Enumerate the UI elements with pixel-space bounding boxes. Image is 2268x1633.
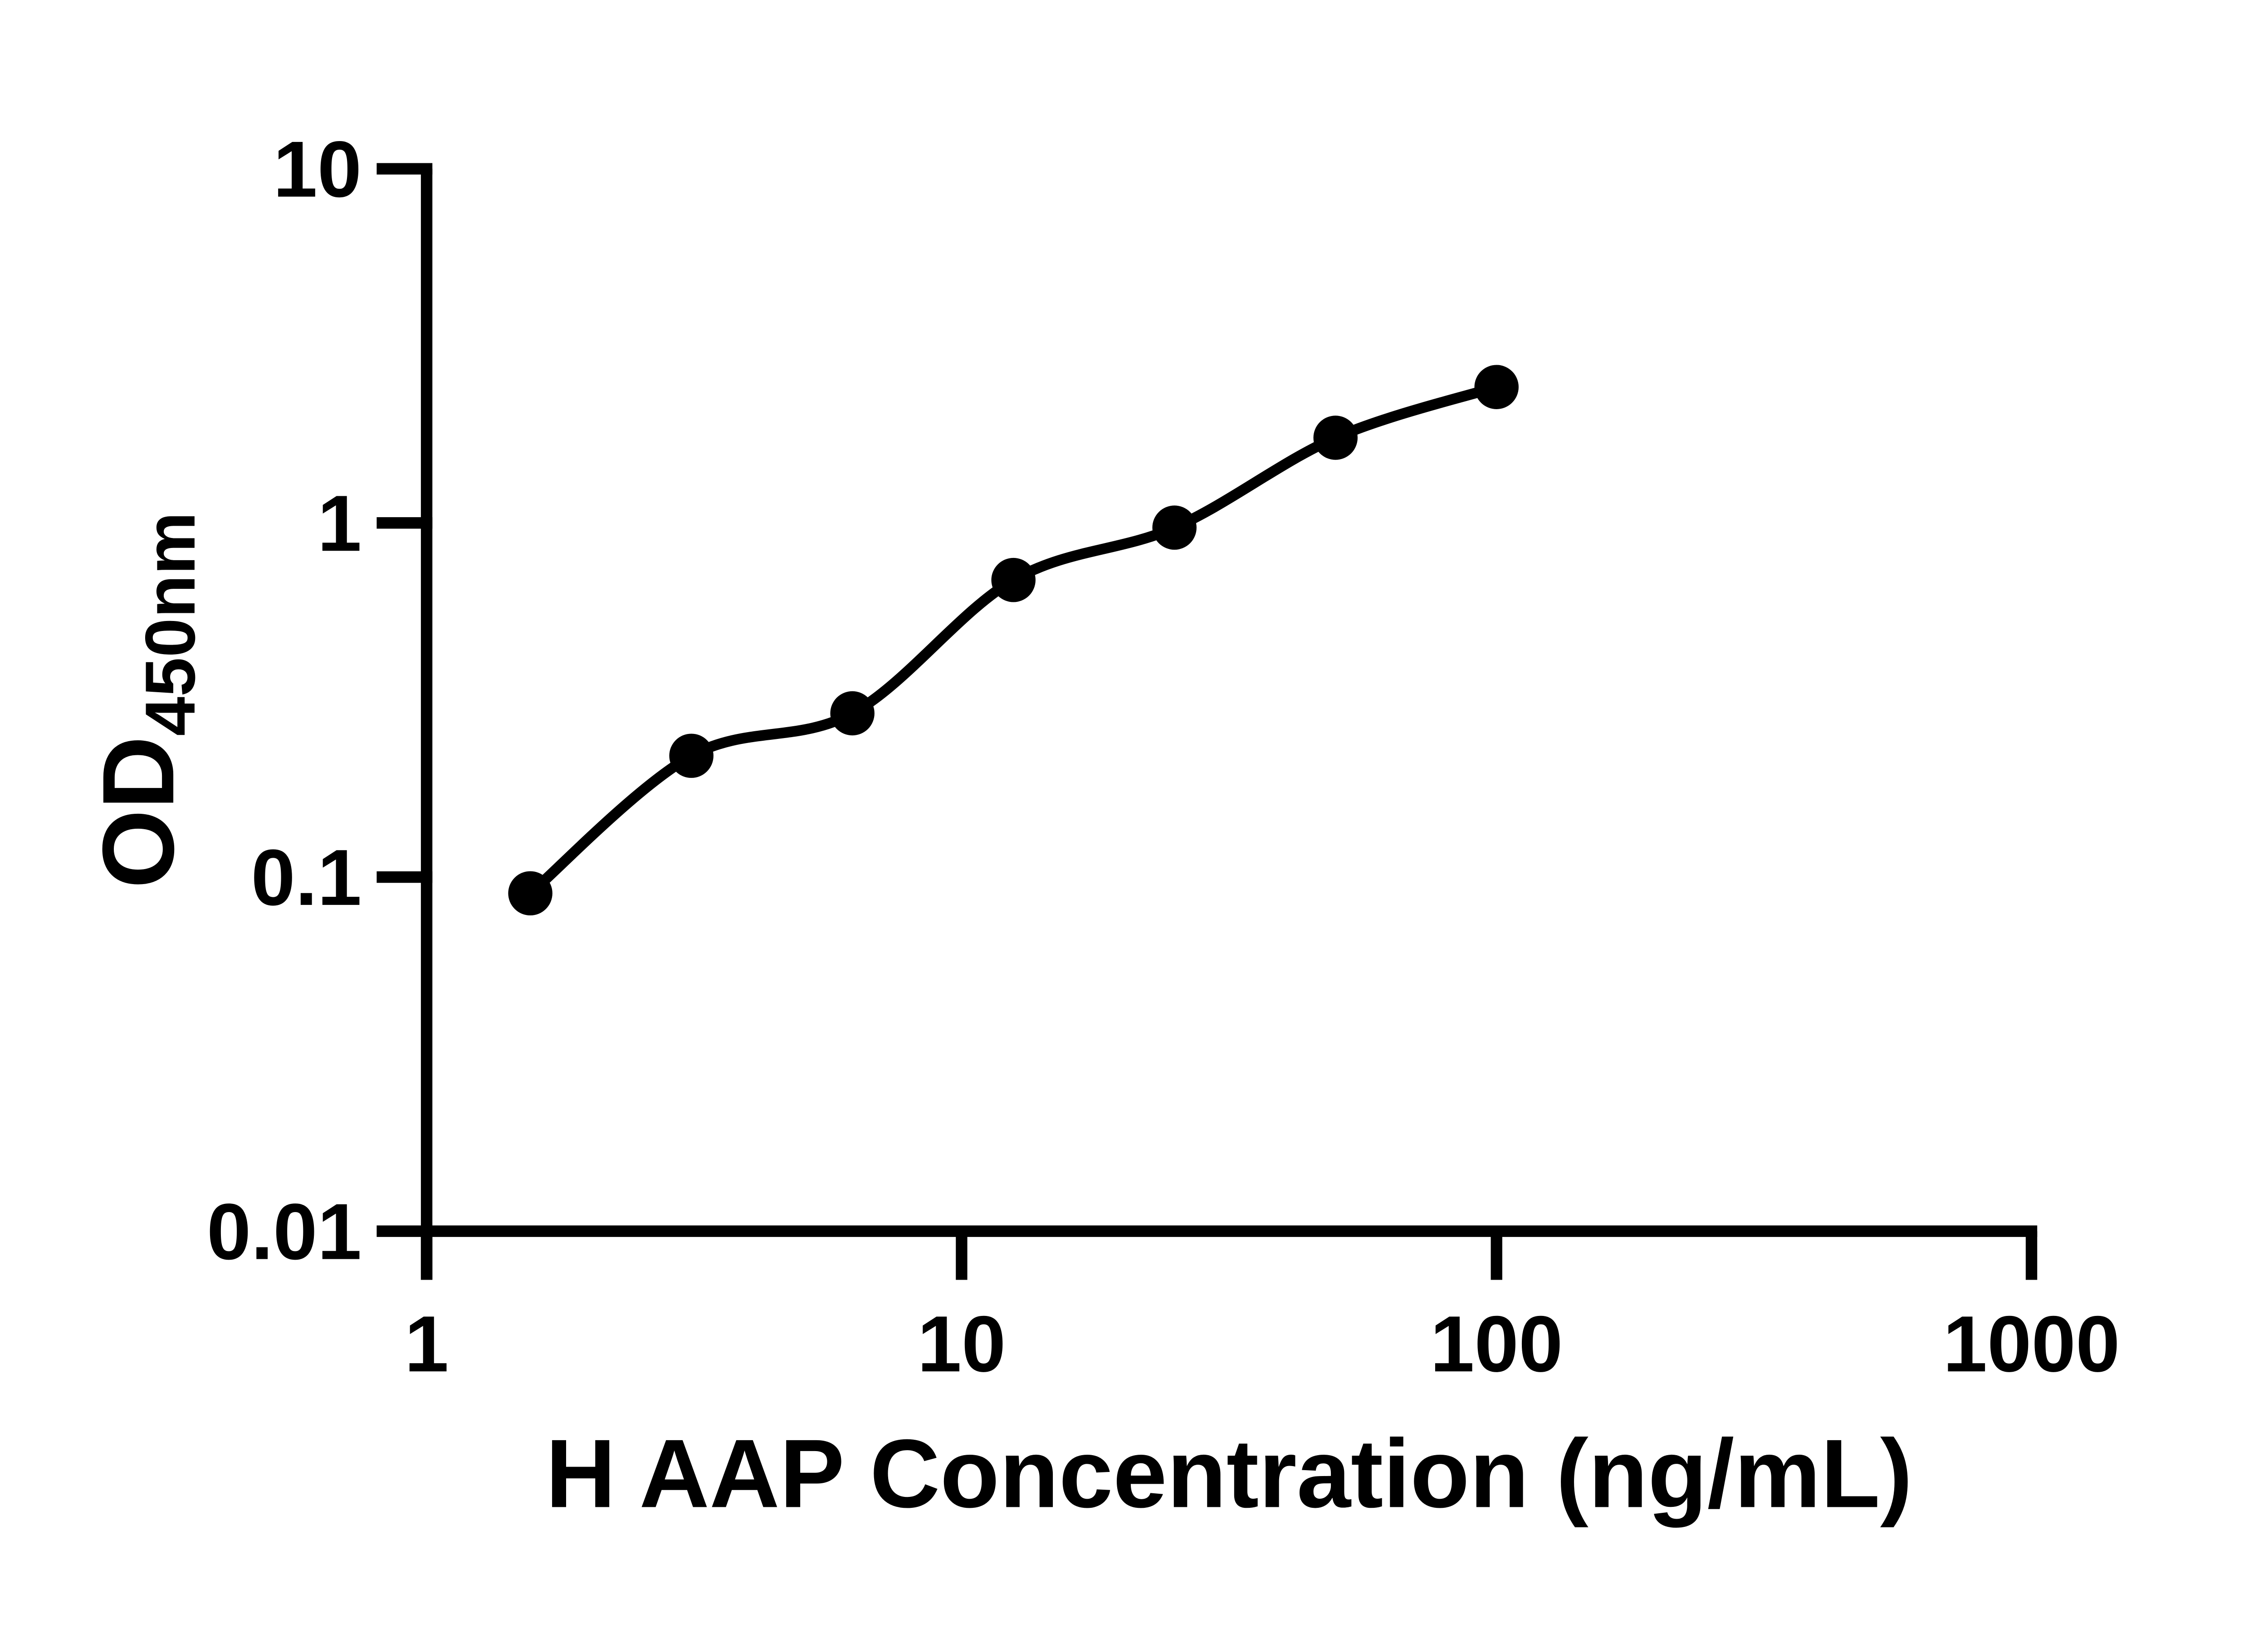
y-tick-label-0.01: 0.01 — [207, 1188, 362, 1276]
y-axis-title-base: OD — [81, 736, 195, 889]
data-point-25 — [1152, 505, 1197, 550]
y-axis-ticks — [376, 163, 433, 1237]
fitted-curve — [525, 381, 1502, 899]
y-tick-label-10: 10 — [273, 125, 362, 214]
data-points — [508, 365, 1519, 916]
x-tick-label-10: 10 — [917, 1300, 1006, 1389]
data-point-1.5625 — [508, 871, 552, 916]
y-axis-tick-labels: 0.01 0.1 1 10 — [207, 125, 362, 1276]
data-point-6.25 — [830, 691, 875, 736]
x-axis-title: H AAP Concentration (ng/mL) — [546, 1419, 1913, 1528]
x-tick-label-1: 1 — [405, 1300, 449, 1389]
data-point-12.5 — [991, 557, 1036, 602]
y-tick-label-1: 1 — [318, 479, 362, 568]
y-axis-title: OD450nm — [81, 512, 210, 889]
axes — [420, 169, 2038, 1280]
data-point-3.125 — [669, 733, 714, 778]
x-axis-ticks — [420, 1231, 2038, 1280]
x-tick-label-100: 100 — [1430, 1300, 1563, 1389]
data-point-50 — [1313, 416, 1358, 460]
x-axis-tick-labels: 1 10 100 1000 — [405, 1300, 2120, 1389]
y-axis-title-subscript: 450nm — [131, 512, 210, 736]
x-tick-label-1000: 1000 — [1943, 1300, 2120, 1389]
data-point-100 — [1474, 365, 1519, 409]
y-tick-label-0.1: 0.1 — [251, 833, 362, 922]
